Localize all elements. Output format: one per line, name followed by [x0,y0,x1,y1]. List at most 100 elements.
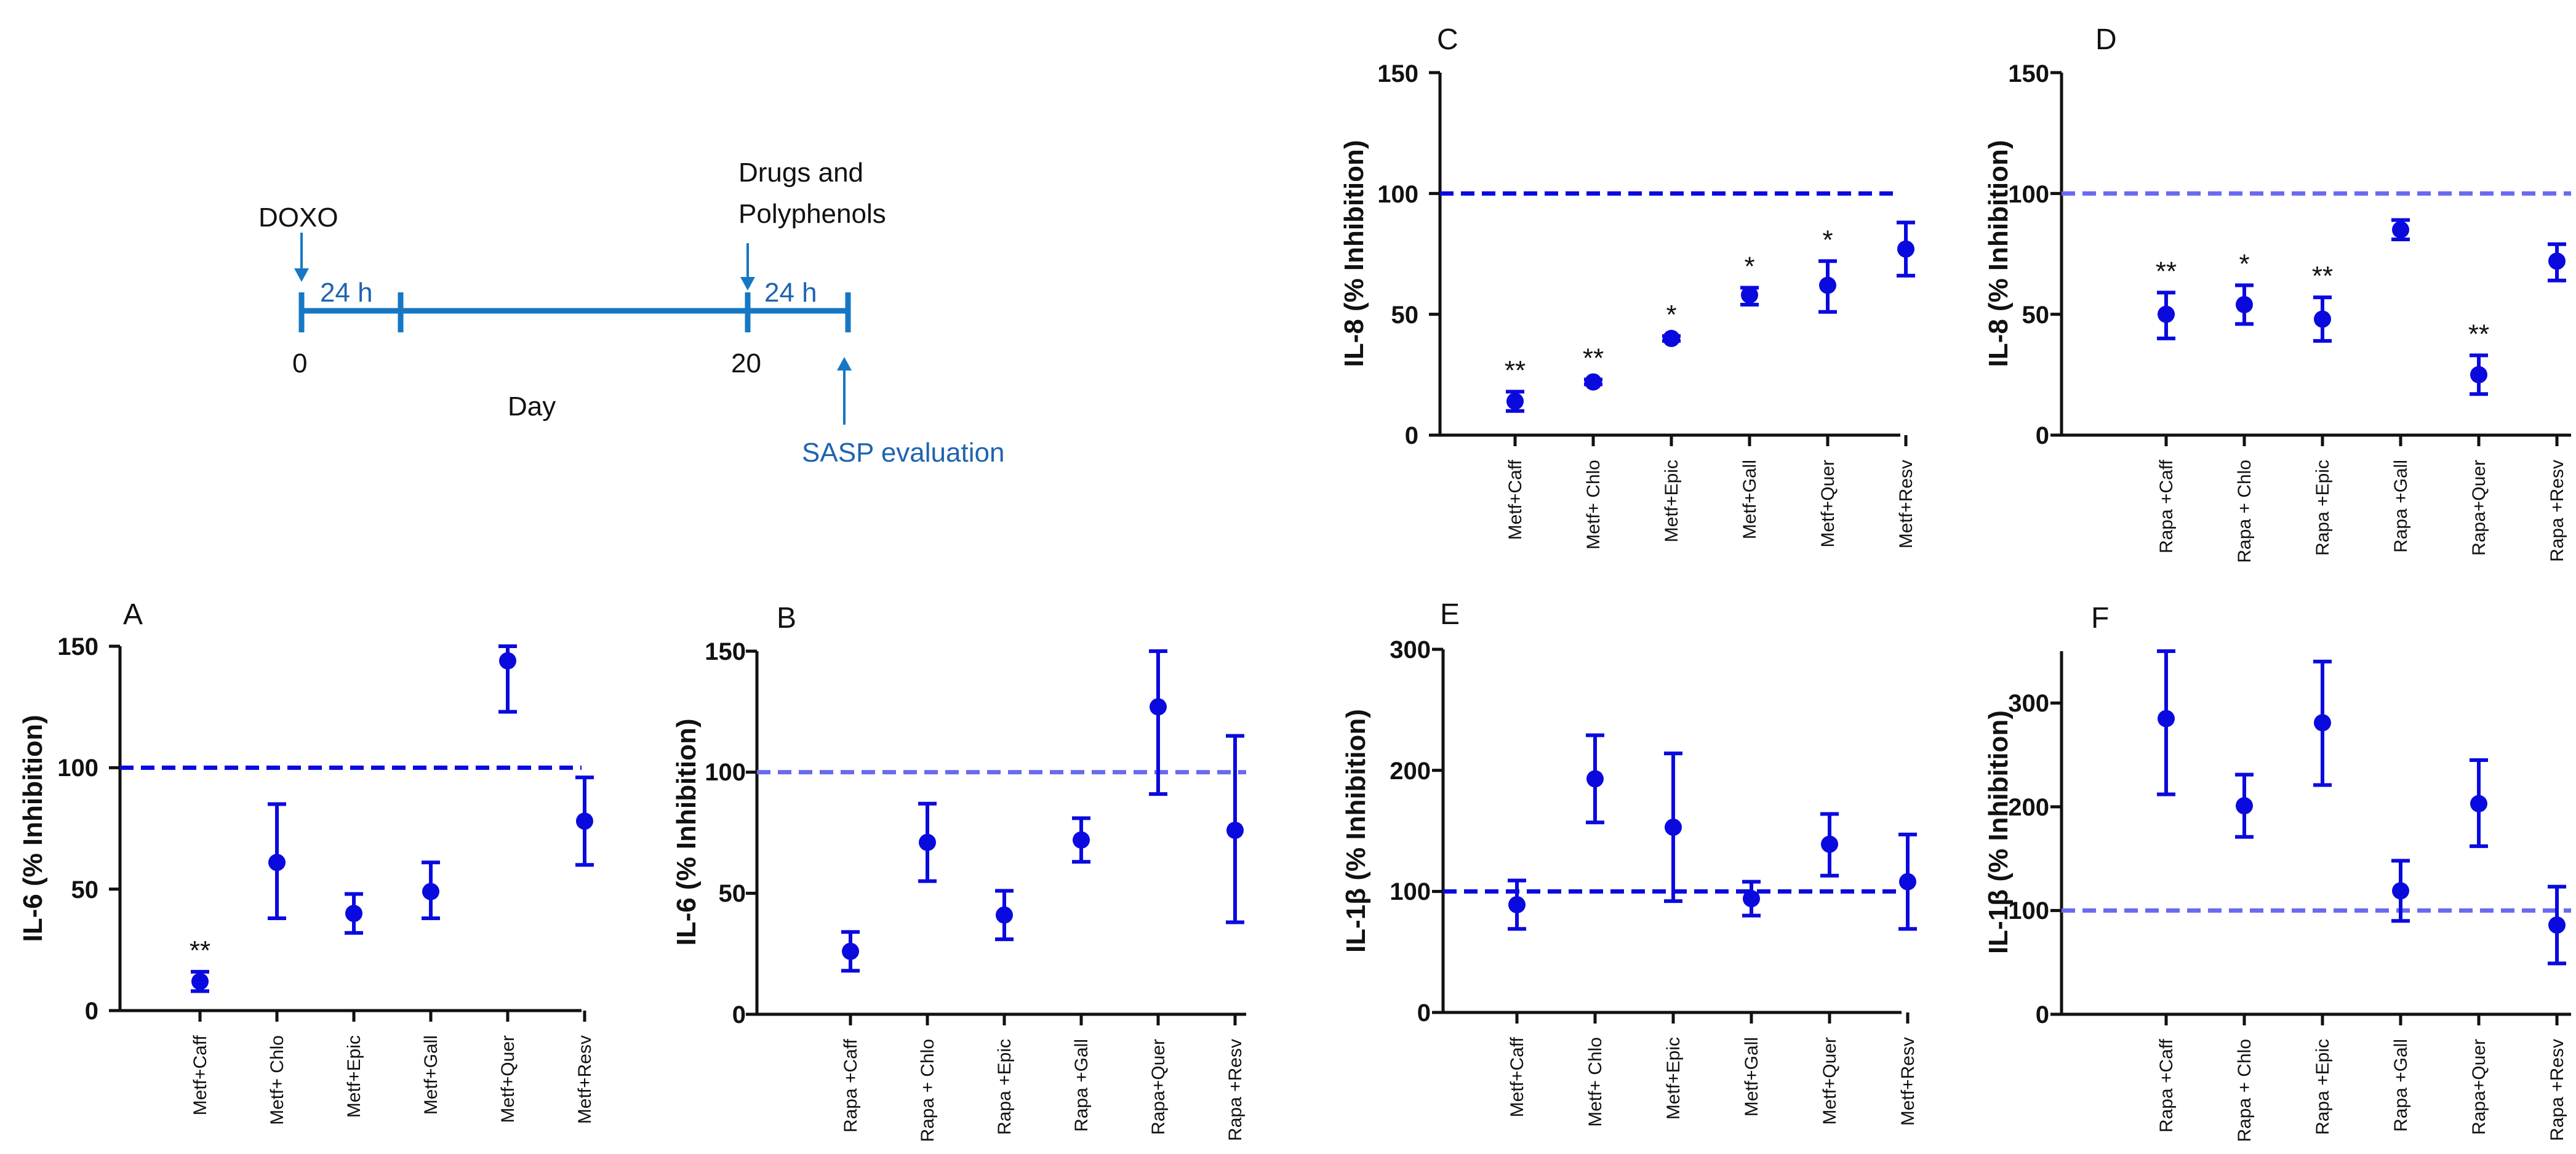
panel-a: A IL-6 (% Inhibition) 0 50 100 150 Metf+… [18,598,595,1125]
y-tick-label: 200 [1390,758,1431,785]
y-axis-label: IL-1β (% Inhibition) [1983,710,2014,954]
x-tick-label: Rapa + Chlo [2234,1039,2255,1142]
y-axis-label: IL-6 (% Inhibition) [671,718,702,945]
x-tick-label: Rapa+Quer [2469,460,2489,556]
y-tick-label: 100 [57,755,98,782]
significance-label: * [1822,225,1833,255]
panel-e: E IL-1β (% Inhibition) 0 100 200 300 Met… [1341,598,1918,1127]
panel-d: D IL-8 (% Inhibition) 0 50 100 150 Rapa … [1983,23,2571,563]
y-tick-label: 150 [705,638,746,665]
y-tick-label: 150 [2008,60,2049,87]
data-point [1899,873,1916,891]
data-point [1506,393,1524,411]
data-point [919,833,936,851]
data-point [1743,890,1760,908]
x-tick-label: Metf+ Chlo [267,1035,287,1125]
significance-label: * [1666,300,1676,330]
panel-letter: E [1440,598,1460,631]
y-tick-label: 200 [2008,794,2049,821]
y-tick-label: 50 [2022,302,2050,329]
x-tick-label: Metf+Epic [1663,1037,1684,1120]
y-tick-label: 50 [1391,302,1419,329]
x-tick-label: Rapa +Epic [2313,1039,2333,1135]
y-axis-label: IL-8 (% Inhibition) [1339,140,1369,367]
data-point [1508,896,1526,913]
x-tick-label: Metf+Resv [1896,460,1916,548]
y-tick-label: 100 [1377,181,1418,208]
significance-label: ** [1505,355,1526,385]
y-tick-labels: 0 100 200 300 [1390,636,1431,1027]
y-tick-label: 50 [719,880,746,907]
data-point [1073,831,1090,849]
y-tick-label: 150 [1377,60,1418,87]
y-tick-labels: 0 50 100 150 [2008,60,2049,449]
x-tick-label: Rapa +Caff [2156,1038,2177,1132]
x-tick-label: Metf+Epic [1662,460,1682,542]
y-tick-label: 100 [2008,897,2049,924]
data-point [996,906,1013,924]
doxo-arrow-icon [294,268,309,282]
x-tick-label: Rapa + Chlo [2234,460,2255,563]
y-tick-label: 150 [57,633,98,660]
y-tick-label: 300 [1390,636,1431,663]
panel-letter: B [777,602,796,635]
data-point [1897,240,1914,258]
significance-label: ** [2468,319,2489,349]
x-tick-label: Metf+ Chlo [1585,1037,1606,1127]
data-point [2158,710,2175,727]
data-point [499,652,516,670]
y-tick-label: 0 [1417,1000,1431,1027]
y-tick-labels: 0 50 100 150 [57,633,98,1025]
x-tick-label: Metf+Caff [1505,459,1526,540]
x-tick-label: Rapa+Quer [2469,1039,2489,1135]
y-tick-label: 0 [85,998,98,1025]
sasp-arrow-icon [837,357,852,371]
x-tick-label: Rapa +Resv [1225,1039,1246,1141]
x-tick-label: Rapa +Caff [841,1038,861,1132]
x-tick-label: Rapa +Caff [2156,459,2177,553]
data-point [2314,714,2331,732]
interval2-label: 24 h [764,278,817,308]
sasp-evaluation-label: SASP evaluation [802,438,1004,468]
x-tick-label: Metf+Quer [1818,460,1838,548]
x-tick-label: Metf+Resv [575,1035,595,1124]
data-point [1663,329,1680,347]
x-tick-label: Metf+Quer [1820,1037,1840,1125]
x-tick-label: Rapa +Epic [2313,460,2333,556]
data-point [2548,252,2566,270]
significance-label: * [1744,251,1754,281]
y-tick-labels: 0 50 100 150 [1377,60,1418,449]
x-tick-label: Rapa +Gall [1071,1039,1092,1132]
drugs-label-line1: Drugs and [738,158,863,188]
y-tick-label: 100 [1390,878,1431,905]
y-axis-label: IL-8 (% Inhibition) [1983,140,2014,367]
x-tick-label: Metf+Resv [1898,1037,1918,1126]
panel-letter: A [123,598,143,631]
data-point [345,905,362,923]
data-point [1585,373,1602,391]
panel-f: F IL-1β (% Inhibition) 0 100 200 300 Rap… [1983,602,2571,1142]
panel-letter: F [2091,602,2109,635]
tick-label-0: 0 [292,348,307,379]
y-tick-label: 100 [2008,181,2049,208]
y-tick-label: 300 [2008,690,2049,717]
x-tick-label: Metf+Caff [190,1035,210,1115]
y-tick-label: 0 [2036,422,2049,449]
x-tick-label: Rapa+Quer [1148,1039,1169,1135]
data-point [2470,366,2487,383]
data-point [2470,795,2487,812]
drugs-label-line2: Polyphenols [738,199,886,229]
data-point [2392,221,2409,239]
x-tick-label: Rapa +Resv [2547,1039,2567,1141]
significance-label: ** [1583,343,1604,374]
significance-label: ** [2312,261,2333,291]
x-tick-label: Rapa +Resv [2547,460,2567,562]
panel-b: B IL-6 (% Inhibition) 0 50 100 150 Rapa … [671,602,1246,1142]
x-tick-label: Rapa +Gall [2391,460,2411,553]
x-tick-label: Rapa + Chlo [918,1039,938,1142]
y-axis-label: IL-1β (% Inhibition) [1341,709,1371,953]
timeline-schematic: DOXO 24 h Drugs and Polyphenols 24 h 0 2… [258,158,1004,468]
data-point [268,854,286,872]
data-point [1665,819,1682,836]
x-tick-label: Metf+Caff [1507,1036,1527,1117]
